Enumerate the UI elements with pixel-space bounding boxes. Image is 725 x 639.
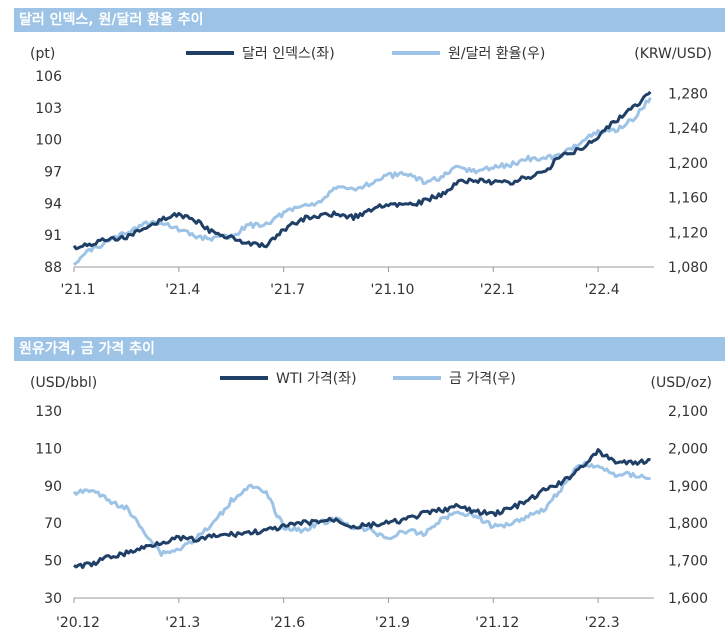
chart2-left-tick: 50	[44, 554, 62, 570]
chart1-left-tick: 97	[44, 165, 62, 181]
chart1-left-tick: 106	[35, 69, 62, 85]
chart1-left-tick: 100	[35, 133, 62, 149]
chart1-plot: (pt) (KRW/USD) 88 91 94 97 100 103 106 1,080 1,120…	[30, 46, 712, 298]
chart1-left-unit: (pt)	[30, 46, 55, 62]
chart2-series-left-line	[73, 448, 651, 569]
chart2-left-tick: 70	[44, 516, 62, 532]
chart1-x-tick: '21.7	[270, 282, 305, 298]
chart1-right-unit: (KRW/USD)	[634, 46, 712, 62]
chart2-x-tick: '21.12	[475, 615, 519, 631]
chart1-series-left-line	[72, 90, 652, 251]
chart2-x-tick: '20.12	[56, 615, 100, 631]
chart1-x-tick: '21.1	[60, 282, 95, 298]
chart2-right-tick: 2,100	[668, 404, 708, 420]
chart2-right-unit: (USD/oz)	[651, 375, 712, 391]
chart2-left-tick: 130	[35, 404, 62, 420]
chart1-legend-label: 달러 인덱스(좌)	[242, 46, 335, 62]
chart2-right-tick: 1,800	[668, 516, 708, 532]
chart1-left-tick: 94	[44, 196, 62, 212]
chart2-legend-label: WTI 가격(좌)	[276, 371, 357, 387]
chart2-left-tick: 30	[44, 591, 62, 607]
chart1-right-tick: 1,200	[668, 156, 708, 172]
chart1-left-tick: 88	[44, 260, 62, 276]
chart2-legend-label: 금 가격(우)	[449, 371, 516, 387]
chart1-right-tick: 1,080	[668, 260, 708, 276]
chart2-series-right-line	[72, 460, 651, 557]
chart2-left-unit: (USD/bbl)	[30, 375, 97, 391]
chart2-x-tick: '22.3	[585, 615, 620, 631]
chart2-x-tick: '21.6	[270, 615, 305, 631]
chart1-x-tick: '22.1	[480, 282, 515, 298]
chart2-title: 원유가격, 금 가격 추이	[14, 337, 725, 361]
chart1-title: 달러 인덱스, 원/달러 환율 추이	[14, 8, 725, 32]
chart2-x-tick: '21.3	[165, 615, 200, 631]
chart1-right-tick: 1,160	[668, 191, 708, 207]
chart1-series-right-line	[72, 97, 652, 267]
chart1-left-tick: 91	[44, 228, 62, 244]
chart2-plot: (USD/bbl) (USD/oz) 30 50 70 90 110 130 1,600 1,70…	[30, 371, 712, 631]
chart2-right-tick: 2,000	[668, 441, 708, 457]
chart1-x-tick: '21.10	[370, 282, 414, 298]
chart1-legend-label: 원/달러 환율(우)	[448, 46, 545, 62]
chart1-x-tick: '22.4	[585, 282, 620, 298]
chart1-right-tick: 1,280	[668, 86, 708, 102]
chart2-x-tick: '21.9	[375, 615, 410, 631]
chart1-x-tick: '21.4	[165, 282, 200, 298]
chart2-right-tick: 1,600	[668, 591, 708, 607]
chart2-left-tick: 90	[44, 479, 62, 495]
chart1-left-tick: 103	[35, 101, 62, 117]
chart1-right-tick: 1,240	[668, 121, 708, 137]
chart1-right-tick: 1,120	[668, 225, 708, 241]
chart2-right-tick: 1,900	[668, 479, 708, 495]
chart2-left-tick: 110	[35, 441, 62, 457]
chart2-right-tick: 1,700	[668, 554, 708, 570]
